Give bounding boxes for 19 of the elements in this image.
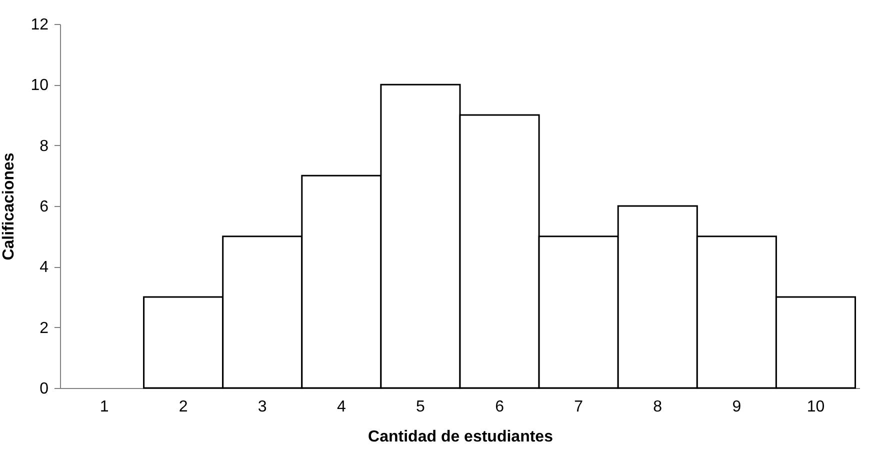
x-tick-label: 9 bbox=[732, 398, 742, 416]
x-tick-label: 4 bbox=[336, 398, 346, 416]
x-tick-label: 7 bbox=[574, 398, 584, 416]
x-tick-label: 10 bbox=[806, 398, 825, 416]
y-tick-label: 0 bbox=[40, 380, 49, 398]
x-axis-title: Cantidad de estudiantes bbox=[368, 428, 554, 446]
x-tick-label: 1 bbox=[100, 398, 109, 416]
x-tick-label: 8 bbox=[653, 398, 662, 416]
y-tick-label: 12 bbox=[30, 16, 49, 34]
x-tick-label: 6 bbox=[495, 398, 504, 416]
y-tick-label: 10 bbox=[30, 77, 49, 94]
y-tick-label: 4 bbox=[40, 259, 49, 276]
x-tick-label: 3 bbox=[258, 398, 267, 416]
y-tick-label: 8 bbox=[40, 138, 49, 155]
x-tick-label: 2 bbox=[178, 398, 188, 416]
x-tick-label: 5 bbox=[416, 398, 426, 416]
y-tick-label: 6 bbox=[40, 198, 49, 216]
y-axis-title: Calificaciones bbox=[0, 152, 18, 260]
y-tick-label: 2 bbox=[40, 320, 49, 337]
